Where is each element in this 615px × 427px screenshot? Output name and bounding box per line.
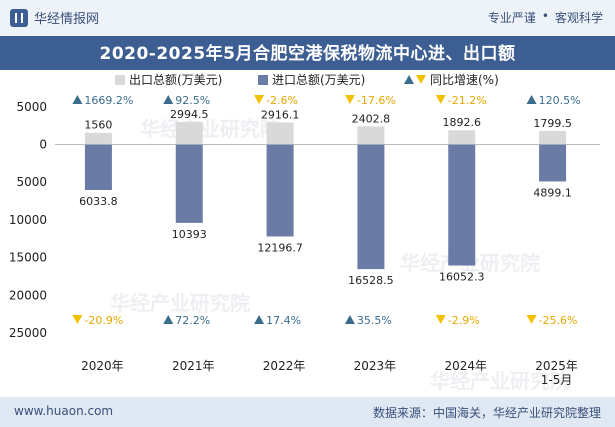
footer: www.huaon.com 数据来源：中国海关，华经产业研究院整理 [0,397,615,427]
import-yoy-down-triangle-icon [526,315,537,324]
import-yoy-down-triangle-icon [72,315,83,324]
import-value-label: 10393 [172,228,207,241]
x-tick-label: 2025年 [535,359,578,373]
export-yoy-down-triangle-icon [254,95,265,104]
export-yoy-up-triangle-icon [72,95,83,104]
import-yoy-label: -20.9% [84,314,123,327]
chart-area: 华经产业研究院华经产业研究院华经产业研究院华经产业研究院出口总额(万美元)进口总… [9,73,600,393]
export-yoy-label: 1669.2% [84,94,133,107]
import-value-label: 6033.8 [79,195,118,208]
import-yoy-down-triangle-icon [435,315,446,324]
export-bar [357,126,385,145]
x-tick-label: 1-5月 [541,373,573,387]
export-yoy-down-triangle-icon [344,95,355,104]
tagline-left: 专业严谨 [487,11,536,25]
export-value-label: 1799.5 [533,117,572,130]
watermark-text-3: 华经产业研究院 [430,369,570,393]
y-tick-label: 5000 [16,175,47,189]
y-tick-label: 10000 [9,213,47,227]
huajing-logo-icon [10,8,28,27]
export-yoy-label: -21.2% [448,94,487,107]
import-yoy-label: 35.5% [357,314,392,327]
export-yoy-up-triangle-icon [526,95,537,104]
import-bar [539,144,567,182]
import-bar [175,144,203,223]
x-tick-label: 2023年 [354,359,397,373]
y-tick-label: 15000 [9,251,47,265]
legend-label-import: 进口总额(万美元) [272,73,365,87]
import-value-label: 12196.7 [257,241,303,254]
export-yoy-label: -17.6% [357,94,396,107]
export-bar [539,130,567,145]
watermark-text-0: 华经产业研究院 [140,117,280,141]
export-yoy-down-triangle-icon [435,95,446,104]
y-tick-label: 0 [39,138,47,152]
export-bar [448,130,476,145]
y-tick-label: 5000 [16,100,47,114]
import-value-label: 16528.5 [348,274,394,287]
legend-label-export: 出口总额(万美元) [129,73,222,87]
import-yoy-label: -2.9% [448,314,480,327]
x-tick-label: 2022年 [263,359,306,373]
y-tick-label: 25000 [9,326,47,340]
tagline-separator: • [541,9,549,23]
import-bar [357,144,385,270]
footer-url[interactable]: www.huaon.com [14,404,114,418]
import-bar [448,144,476,266]
legend-swatch-import [258,75,268,85]
import-yoy-up-triangle-icon [254,315,265,324]
legend-swatch-export [115,75,125,85]
import-yoy-label: 17.4% [266,314,301,327]
chart-title: 2020-2025年5月合肥空港保税物流中心进、出口额 [0,38,615,70]
header-band: 华经情报网 专业严谨 • 客观科学 [0,0,615,38]
export-bar [266,122,294,145]
export-value-label: 2916.1 [261,109,300,122]
tagline-right: 客观科学 [554,11,603,25]
brand: 华经情报网 [10,8,99,27]
export-yoy-label: -2.6% [266,94,298,107]
import-yoy-label: -25.6% [539,314,578,327]
import-value-label: 16052.3 [439,271,485,284]
export-yoy-up-triangle-icon [163,95,174,104]
export-value-label: 1560 [84,119,112,132]
import-bar [266,144,294,237]
export-value-label: 2994.5 [170,108,209,121]
x-tick-label: 2024年 [444,359,487,373]
x-tick-label: 2020年 [81,359,124,373]
brand-name: 华经情报网 [34,12,100,27]
tagline: 专业严谨 • 客观科学 [488,9,603,26]
y-tick-label: 20000 [9,288,47,302]
import-yoy-up-triangle-icon [344,315,355,324]
export-value-label: 1892.6 [443,116,482,129]
import-bar [84,144,112,190]
import-yoy-label: 72.2% [175,314,210,327]
import-value-label: 4899.1 [533,186,572,199]
legend-label-yoy: 同比增速(%) [430,73,499,87]
watermark-text-2: 华经产业研究院 [110,291,250,315]
data-source: 数据来源：中国海关，华经产业研究院整理 [372,406,601,420]
legend-down-triangle-icon [416,75,426,84]
x-tick-label: 2021年 [172,359,215,373]
export-bar [84,132,112,145]
export-yoy-label: 120.5% [539,94,581,107]
legend-up-triangle-icon [404,75,414,84]
export-yoy-label: 92.5% [175,94,210,107]
export-value-label: 2402.8 [352,112,391,125]
import-yoy-up-triangle-icon [163,315,174,324]
export-bar [175,121,203,145]
